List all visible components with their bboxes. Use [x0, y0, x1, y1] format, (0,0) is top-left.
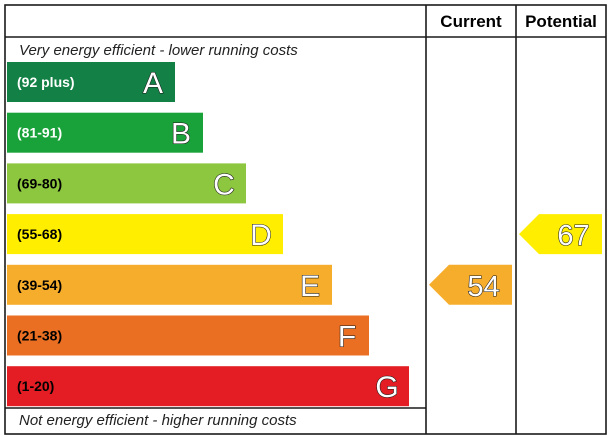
band-f-bar — [7, 315, 369, 356]
band-a-bar — [7, 62, 175, 102]
current-header: Current — [440, 12, 502, 31]
bottom-note: Not energy efficient - higher running co… — [19, 412, 297, 429]
band-g-letter: G — [375, 371, 398, 404]
band-b-letter: B — [171, 118, 191, 151]
band-e-range: (39-54) — [17, 277, 62, 293]
band-c-letter: C — [213, 168, 235, 201]
band-a-range: (92 plus) — [17, 74, 75, 90]
band-d-bar — [7, 214, 283, 255]
band-c-bar — [7, 163, 246, 204]
potential-header: Potential — [525, 12, 597, 31]
band-g-range: (1-20) — [17, 378, 54, 394]
band-e-bar — [7, 264, 332, 305]
rating-bands: (92 plus) A (81-91) B (69-80) C (55-68) D (39-54… — [7, 62, 409, 407]
band-e-letter: E — [300, 270, 320, 303]
band-f-letter: F — [338, 321, 356, 354]
band-b-bar — [7, 112, 203, 153]
band-d-range: (55-68) — [17, 226, 62, 242]
band-d-letter: D — [250, 219, 272, 252]
chart-frame — [4, 4, 607, 435]
current-rating-value: 54 — [467, 271, 499, 303]
band-g-bar — [7, 366, 409, 407]
current-rating-arrow — [429, 264, 512, 305]
potential-rating-value: 67 — [557, 220, 589, 252]
band-b-range: (81-91) — [17, 125, 62, 141]
band-c-range: (69-80) — [17, 175, 62, 191]
band-a-letter: A — [143, 67, 163, 100]
top-note: Very energy efficient - lower running co… — [19, 42, 298, 59]
rating-arrows: 54 67 — [429, 214, 602, 305]
band-f-range: (21-38) — [17, 328, 62, 344]
potential-rating-arrow — [519, 214, 602, 255]
